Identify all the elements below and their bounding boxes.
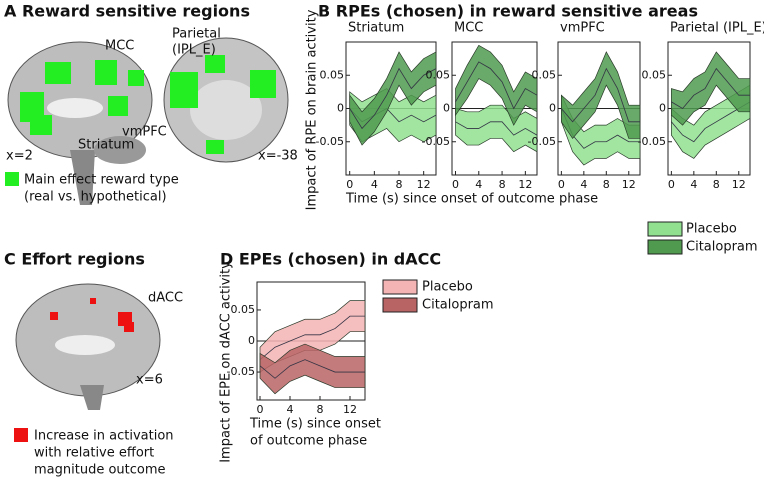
mean-line (455, 61, 538, 110)
label-dacc: dACC (148, 291, 183, 306)
mean-line (561, 108, 640, 149)
x-tick-label: 4 (690, 178, 697, 191)
chart-title: MCC (454, 21, 483, 36)
x-tick-label: 4 (580, 178, 587, 191)
legend-text: (real vs. hypothetical) (24, 190, 167, 205)
mean-line (671, 67, 750, 110)
x-tick-label: 4 (371, 178, 378, 191)
x-tick-label: 0 (257, 403, 264, 416)
mean-line (561, 67, 640, 123)
slice-label: x=2 (6, 149, 33, 164)
legend-label: Citalopram (686, 240, 758, 255)
legend-label: Placebo (686, 222, 737, 237)
mean-line (259, 359, 365, 379)
label-parietal: Parietal (172, 27, 221, 42)
label-striatum: Striatum (78, 138, 134, 153)
x-axis-label: Time (s) since onset (249, 417, 381, 432)
legend-label: Placebo (422, 280, 473, 295)
y-tick-label: 0.05 (320, 68, 345, 81)
x-axis-label: of outcome phase (250, 434, 367, 449)
chart-title: Parietal (IPL_E) (670, 21, 764, 36)
chart-title: Striatum (348, 21, 404, 36)
x-tick-label: 8 (499, 178, 506, 191)
x-tick-label: 4 (475, 178, 482, 191)
x-tick-label: 4 (287, 403, 294, 416)
x-tick-label: 0 (346, 178, 353, 191)
error-band (561, 51, 641, 140)
x-tick-label: 8 (317, 403, 324, 416)
y-tick-label: 0 (248, 334, 255, 347)
x-tick-label: 0 (452, 178, 459, 191)
x-tick-label: 0 (668, 178, 675, 191)
legend-swatch (647, 221, 683, 237)
error-band (259, 343, 366, 395)
y-tick-label: -0.05 (638, 135, 666, 148)
chart-title: vmPFC (560, 21, 605, 36)
legend-swatch (382, 297, 418, 313)
y-tick-label: 0.05 (231, 303, 256, 316)
y-tick-label: 0 (443, 102, 450, 115)
y-tick-label: -0.05 (528, 135, 556, 148)
x-tick-label: 12 (622, 178, 636, 191)
y-tick-label: 0.05 (642, 68, 667, 81)
y-tick-label: 0 (659, 102, 666, 115)
panel-b-title: B RPEs (chosen) in reward sensitive area… (318, 2, 698, 21)
y-tick-label: 0 (337, 102, 344, 115)
x-tick-label: 12 (417, 178, 431, 191)
error-band (455, 44, 538, 126)
x-axis-label: Time (s) since onset of outcome phase (345, 192, 598, 207)
x-tick-label: 8 (396, 178, 403, 191)
y-tick-label: 0.05 (532, 68, 557, 81)
label-mcc: MCC (105, 39, 134, 54)
y-axis-label: Impact of EPE on dACC activity (219, 261, 234, 463)
mean-line (349, 67, 437, 130)
slice-label: x=-38 (258, 149, 298, 164)
x-tick-label: 12 (518, 178, 532, 191)
legend-swatch (382, 279, 418, 295)
mean-line (455, 121, 538, 136)
chart-title: D EPEs (chosen) in dACC (220, 250, 441, 269)
legend-text: with relative effort (34, 446, 154, 461)
x-tick-label: 0 (558, 178, 565, 191)
brain-lateral-a (163, 37, 289, 163)
x-tick-label: 12 (343, 403, 357, 416)
y-tick-label: -0.05 (227, 365, 255, 378)
legend-swatch (647, 239, 683, 255)
y-tick-label: -0.05 (316, 135, 344, 148)
y-tick-label: 0 (549, 102, 556, 115)
y-axis-label: Impact of RPE on brain activity (305, 9, 320, 210)
legend-swatch (14, 428, 28, 442)
slice-label: x=6 (136, 373, 163, 388)
legend-text: magnitude outcome (34, 463, 166, 478)
error-band (671, 51, 751, 126)
label-vmpfc: vmPFC (122, 125, 167, 140)
x-tick-label: 12 (732, 178, 746, 191)
panel-a-title: A Reward sensitive regions (4, 2, 250, 21)
legend-text: Increase in activation (34, 429, 174, 444)
error-band (455, 104, 538, 153)
brain-sagittal-a (7, 41, 153, 205)
error-band (349, 51, 437, 146)
mean-line (259, 315, 365, 360)
panel-c-title: C Effort regions (4, 250, 145, 269)
brain-sagittal-c (15, 283, 161, 410)
x-tick-label: 8 (713, 178, 720, 191)
error-band (561, 95, 641, 166)
y-tick-label: 0.05 (426, 68, 451, 81)
x-tick-label: 8 (603, 178, 610, 191)
legend-label: Citalopram (422, 298, 494, 313)
label-parietal: (IPL_E) (172, 43, 216, 58)
legend-swatch (5, 172, 19, 186)
legend-text: Main effect reward type (24, 173, 179, 188)
y-tick-label: -0.05 (422, 135, 450, 148)
